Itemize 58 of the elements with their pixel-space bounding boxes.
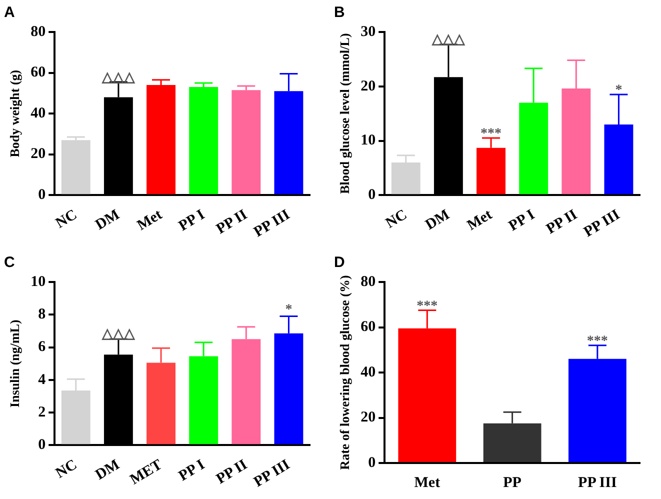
x-tick-label: Met <box>134 206 166 234</box>
y-tick-label: 40 <box>360 364 376 380</box>
x-tick-label: DM <box>92 456 123 484</box>
y-tick-label: 60 <box>360 319 376 336</box>
y-axis-title: Rate of lowering blood glucose (%) <box>337 275 352 470</box>
y-tick-label: 2 <box>38 404 46 420</box>
x-tick-label: PP I <box>176 206 208 235</box>
x-tick-label: PP II <box>544 206 580 238</box>
annotation: *** <box>586 334 608 349</box>
y-tick-label: 8 <box>38 306 46 322</box>
x-tick-label: PP III <box>251 206 293 241</box>
x-tick-label: NC <box>53 206 80 232</box>
x-tick-label: Met <box>414 474 440 491</box>
x-tick-label: PP III <box>581 206 623 241</box>
x-tick-label: DM <box>422 206 453 234</box>
annotation: △△△ <box>100 327 136 342</box>
y-tick-label: 0 <box>368 187 376 204</box>
y-tick-label: 80 <box>360 274 376 290</box>
y-tick-label: 10 <box>30 274 46 290</box>
chart-title: D <box>334 254 345 272</box>
annotation: *** <box>480 126 502 142</box>
annotation: * <box>615 83 622 98</box>
x-tick-label: NC <box>53 456 80 482</box>
y-axis-title: Blood glucose level (mmol/L) <box>337 33 352 194</box>
x-tick-label: DM <box>92 206 123 234</box>
chart-title: C <box>4 254 15 272</box>
x-tick-label: PP III <box>251 456 293 491</box>
annotation: △△△ <box>100 70 136 86</box>
annotation: *** <box>416 298 438 314</box>
y-tick-label: 30 <box>360 24 376 40</box>
chart-title: B <box>334 4 345 22</box>
x-tick-label: Met <box>464 206 496 234</box>
x-tick-label: NC <box>383 206 410 232</box>
y-tick-label: 20 <box>360 410 376 426</box>
y-tick-label: 40 <box>30 105 46 122</box>
x-tick-label: PP III <box>578 474 617 491</box>
x-tick-label: PP I <box>506 206 538 235</box>
y-tick-label: 20 <box>30 146 46 162</box>
annotation: △△△ <box>430 32 466 48</box>
y-tick-label: 10 <box>360 132 376 149</box>
y-tick-label: 6 <box>38 339 46 356</box>
x-tick-label: PP <box>503 474 522 491</box>
x-tick-label: MET <box>128 456 166 488</box>
y-axis-title: Body weight (g) <box>7 70 22 158</box>
x-tick-label: PP II <box>214 206 250 238</box>
chart-title: A <box>4 4 15 22</box>
annotation: * <box>285 302 292 318</box>
y-tick-label: 0 <box>368 454 376 471</box>
y-tick-label: 20 <box>360 78 376 94</box>
y-tick-label: 0 <box>38 187 46 204</box>
y-tick-label: 60 <box>30 64 46 81</box>
bar <box>61 140 90 194</box>
y-tick-label: 4 <box>38 372 46 388</box>
y-axis-title: Insulin (ng/mL) <box>7 320 22 408</box>
y-tick-label: 80 <box>30 24 46 40</box>
x-tick-label: PP II <box>214 456 250 488</box>
x-tick-label: PP I <box>176 456 208 485</box>
y-tick-label: 0 <box>38 437 46 454</box>
